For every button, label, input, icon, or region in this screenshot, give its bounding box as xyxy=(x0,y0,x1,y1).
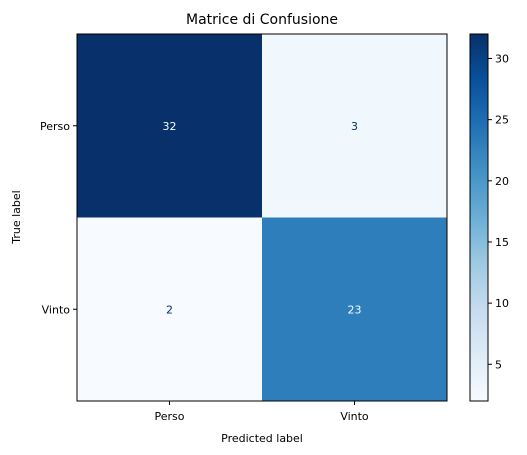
matrix-cell xyxy=(77,34,262,218)
y-axis-ticks: Perso Vinto xyxy=(40,120,77,316)
cell-value-label: 32 xyxy=(163,120,177,133)
matrix-cells: 32 32 23 xyxy=(77,34,447,401)
colorbar-tick-label: 15 xyxy=(495,236,509,249)
colorbar-tick-label: 5 xyxy=(495,358,502,371)
y-axis-label: True label xyxy=(10,190,23,244)
cell-value-label: 3 xyxy=(351,120,358,133)
x-tick-label: Perso xyxy=(155,410,185,423)
x-axis-label: Predicted label xyxy=(221,432,303,445)
cell-value-label: 2 xyxy=(166,303,173,316)
x-tick-label: Vinto xyxy=(340,410,369,423)
matrix-cell xyxy=(262,34,447,218)
chart-title: Matrice di Confusione xyxy=(186,12,338,28)
colorbar-ticks: 5 10 15 20 25 30 xyxy=(488,52,509,371)
colorbar-tick-label: 20 xyxy=(495,175,509,188)
cell-value-label: 23 xyxy=(348,303,362,316)
colorbar-tick-label: 10 xyxy=(495,297,509,310)
y-tick-label: Vinto xyxy=(42,303,71,316)
matrix-frame xyxy=(76,33,448,402)
y-tick-label: Perso xyxy=(40,120,70,133)
colorbar xyxy=(470,34,488,401)
colorbar-frame xyxy=(469,33,489,402)
x-axis-ticks: Perso Vinto xyxy=(155,401,369,423)
matrix-cell xyxy=(262,217,447,401)
colorbar-tick-label: 25 xyxy=(495,114,509,127)
colorbar-tick-label: 30 xyxy=(495,52,509,65)
matrix-cell xyxy=(77,217,262,401)
